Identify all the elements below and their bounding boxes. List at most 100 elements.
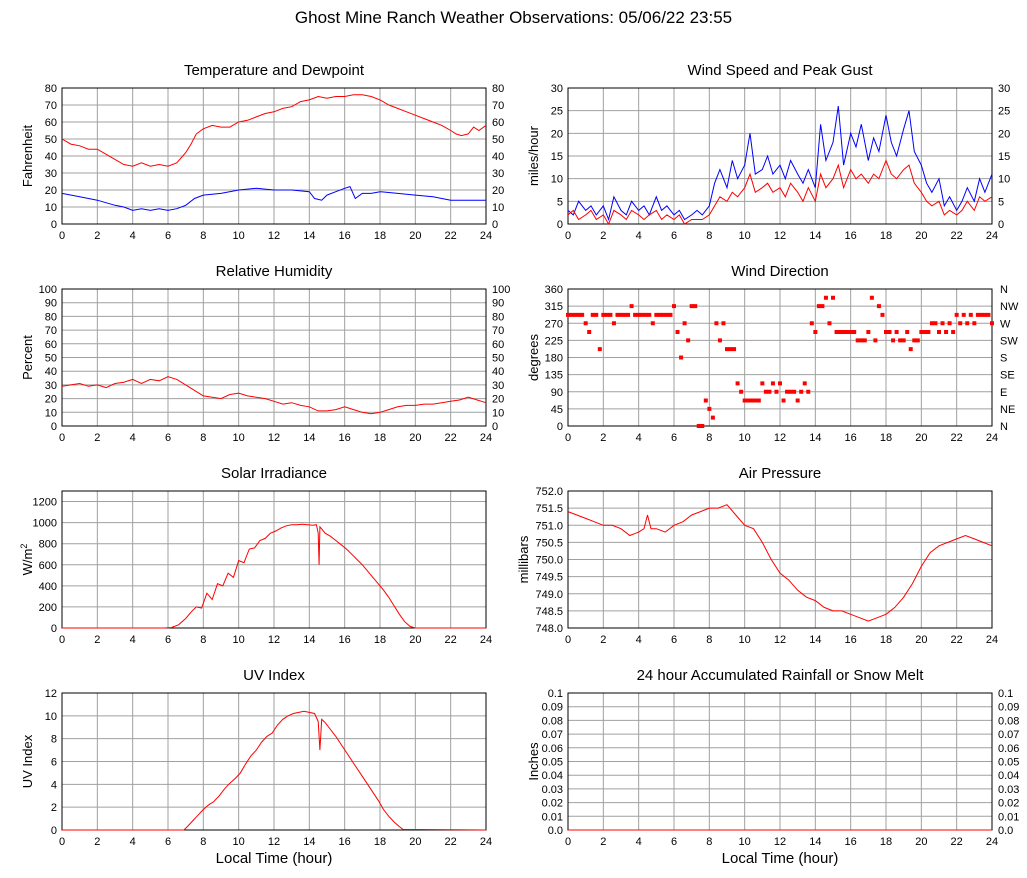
temperature-ytick-label: 0	[51, 219, 57, 231]
rainfall-ytick-label-right: 0.05	[998, 757, 1019, 769]
wind-speed-title: Wind Speed and Peak Gust	[687, 62, 873, 79]
solar-xtick-label: 10	[233, 634, 245, 646]
humidity-series-line-0	[61, 376, 487, 415]
wind-direction-compass-label: W	[1000, 318, 1011, 330]
rainfall-xtick-label: 0	[565, 836, 571, 848]
humidity-ytick-label: 90	[45, 298, 57, 310]
temperature-ytick-label-right: 80	[492, 83, 504, 95]
humidity-ytick-label-right: 90	[492, 298, 504, 310]
wind-direction-point	[714, 321, 719, 326]
temperature-xtick-label: 8	[200, 230, 206, 242]
wind-speed-xtick-label: 4	[636, 230, 642, 242]
humidity-ytick-label: 60	[45, 339, 57, 351]
rainfall-ytick-label-right: 0.1	[998, 688, 1013, 700]
wind-direction-point	[657, 312, 662, 317]
wind-direction-xtick-label: 2	[600, 432, 606, 444]
wind-direction-point	[576, 312, 581, 317]
wind-direction-compass-label: NE	[1000, 404, 1015, 416]
temperature-ytick-label-right: 10	[492, 202, 504, 214]
rainfall-ytick-label-right: 0.02	[998, 798, 1019, 810]
rainfall-xtick-label: 6	[671, 836, 677, 848]
humidity-xtick-label: 10	[233, 432, 245, 444]
wind-direction-point	[834, 330, 839, 335]
wind-direction-xtick-label: 12	[774, 432, 786, 444]
wind-direction-point	[640, 312, 645, 317]
rainfall-ytick-label: 0.0	[548, 825, 563, 837]
wind-speed-ytick-label-right: 30	[998, 83, 1010, 95]
wind-direction-point	[891, 338, 896, 343]
solar-ytick-label: 1000	[33, 518, 57, 530]
wind-direction-point	[756, 398, 761, 403]
pressure-ytick-label: 752.0	[535, 486, 563, 498]
solar-xtick-label: 8	[200, 634, 206, 646]
wind-direction-point	[739, 389, 744, 394]
wind-direction-compass-label: SW	[1000, 335, 1018, 347]
temperature-ytick-label: 30	[45, 168, 57, 180]
wind-speed-series-line-1	[567, 159, 993, 226]
wind-direction-compass-label: E	[1000, 387, 1007, 399]
wind-direction-point	[954, 312, 959, 317]
temperature-ytick-label-right: 60	[492, 117, 504, 129]
wind-speed-xtick-label: 2	[600, 230, 606, 242]
rainfall-ytick-label-right: 0.03	[998, 784, 1019, 796]
humidity-xtick-label: 2	[94, 432, 100, 444]
wind-direction-point	[703, 398, 708, 403]
rainfall-ytick-label: 0.08	[542, 715, 563, 727]
temperature-ytick-label: 50	[45, 134, 57, 146]
wind-direction-point	[615, 312, 620, 317]
pressure-xtick-label: 18	[880, 634, 892, 646]
wind-direction-point	[672, 304, 676, 309]
wind-direction-xtick-label: 16	[845, 432, 857, 444]
temperature-ytick-label-right: 70	[492, 100, 504, 112]
humidity-ytick-label: 50	[45, 353, 57, 365]
wind-speed-ytick-label: 20	[551, 128, 563, 140]
wind-speed-xtick-label: 22	[951, 230, 963, 242]
wind-direction-point	[767, 389, 772, 394]
wind-direction-point	[611, 321, 616, 326]
rainfall-ytick-label: 0.06	[542, 743, 563, 755]
pressure-xtick-label: 20	[915, 634, 927, 646]
wind-speed-ylabel: miles/hour	[526, 125, 541, 186]
wind-direction-point	[654, 312, 659, 317]
humidity-ytick-label: 70	[45, 325, 57, 337]
wind-speed-xtick-label: 24	[986, 230, 998, 242]
wind-speed-xtick-label: 8	[706, 230, 712, 242]
wind-speed-ytick-label-right: 5	[998, 196, 1004, 208]
wind-direction-point	[778, 381, 782, 386]
humidity-xtick-label: 24	[480, 432, 492, 444]
wind-direction-point	[961, 312, 966, 317]
pressure-series-line-0	[567, 504, 993, 622]
solar-xtick-label: 12	[268, 634, 280, 646]
wind-speed-ytick-label: 15	[551, 151, 563, 163]
solar-ytick-label: 1200	[33, 497, 57, 509]
wind-direction-point	[619, 312, 623, 317]
wind-speed-ytick-label-right: 15	[998, 151, 1010, 163]
uv-xtick-label: 0	[59, 836, 65, 848]
wind-direction-point	[823, 295, 828, 300]
wind-direction-point	[679, 355, 684, 360]
temperature-xtick-label: 12	[268, 230, 280, 242]
wind-direction-point	[866, 330, 871, 335]
rainfall-ytick-label-right: 0.04	[998, 770, 1019, 782]
wind-direction-title: Wind Direction	[731, 263, 829, 280]
wind-direction-point	[799, 389, 804, 394]
rainfall-xtick-label: 8	[706, 836, 712, 848]
wind-direction-point	[597, 347, 602, 352]
rainfall-ytick-label: 0.02	[542, 798, 563, 810]
temperature-title: Temperature and Dewpoint	[184, 62, 365, 79]
wind-direction-ytick-label: 270	[545, 318, 563, 330]
wind-direction-point	[852, 330, 857, 335]
wind-speed-ytick-label-right: 0	[998, 219, 1004, 231]
temperature-xtick-label: 0	[59, 230, 65, 242]
wind-direction-point	[813, 330, 818, 335]
solar-xtick-label: 24	[480, 634, 492, 646]
wind-direction-point	[728, 347, 733, 352]
wind-direction-point	[661, 312, 666, 317]
wind-direction-xtick-label: 14	[809, 432, 821, 444]
rainfall-ytick-label: 0.04	[542, 770, 563, 782]
wind-direction-point	[707, 406, 712, 411]
wind-direction-point	[901, 338, 906, 343]
wind-direction-ytick-label: 225	[545, 335, 563, 347]
humidity-ytick-label-right: 30	[492, 380, 504, 392]
wind-direction-point	[566, 312, 570, 317]
